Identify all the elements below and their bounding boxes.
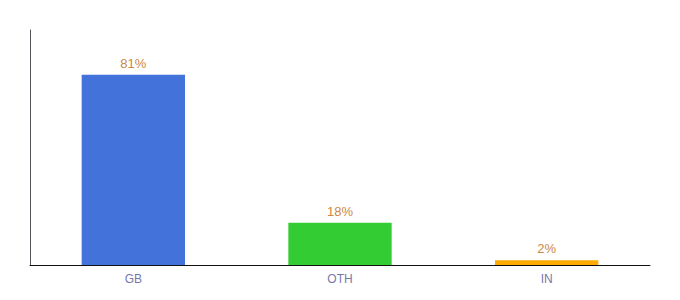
svg-text:GB: GB [125,272,142,286]
svg-text:2%: 2% [537,241,556,256]
svg-text:IN: IN [541,272,553,286]
svg-text:OTH: OTH [327,272,352,286]
svg-text:18%: 18% [327,204,353,219]
svg-text:81%: 81% [120,56,146,71]
